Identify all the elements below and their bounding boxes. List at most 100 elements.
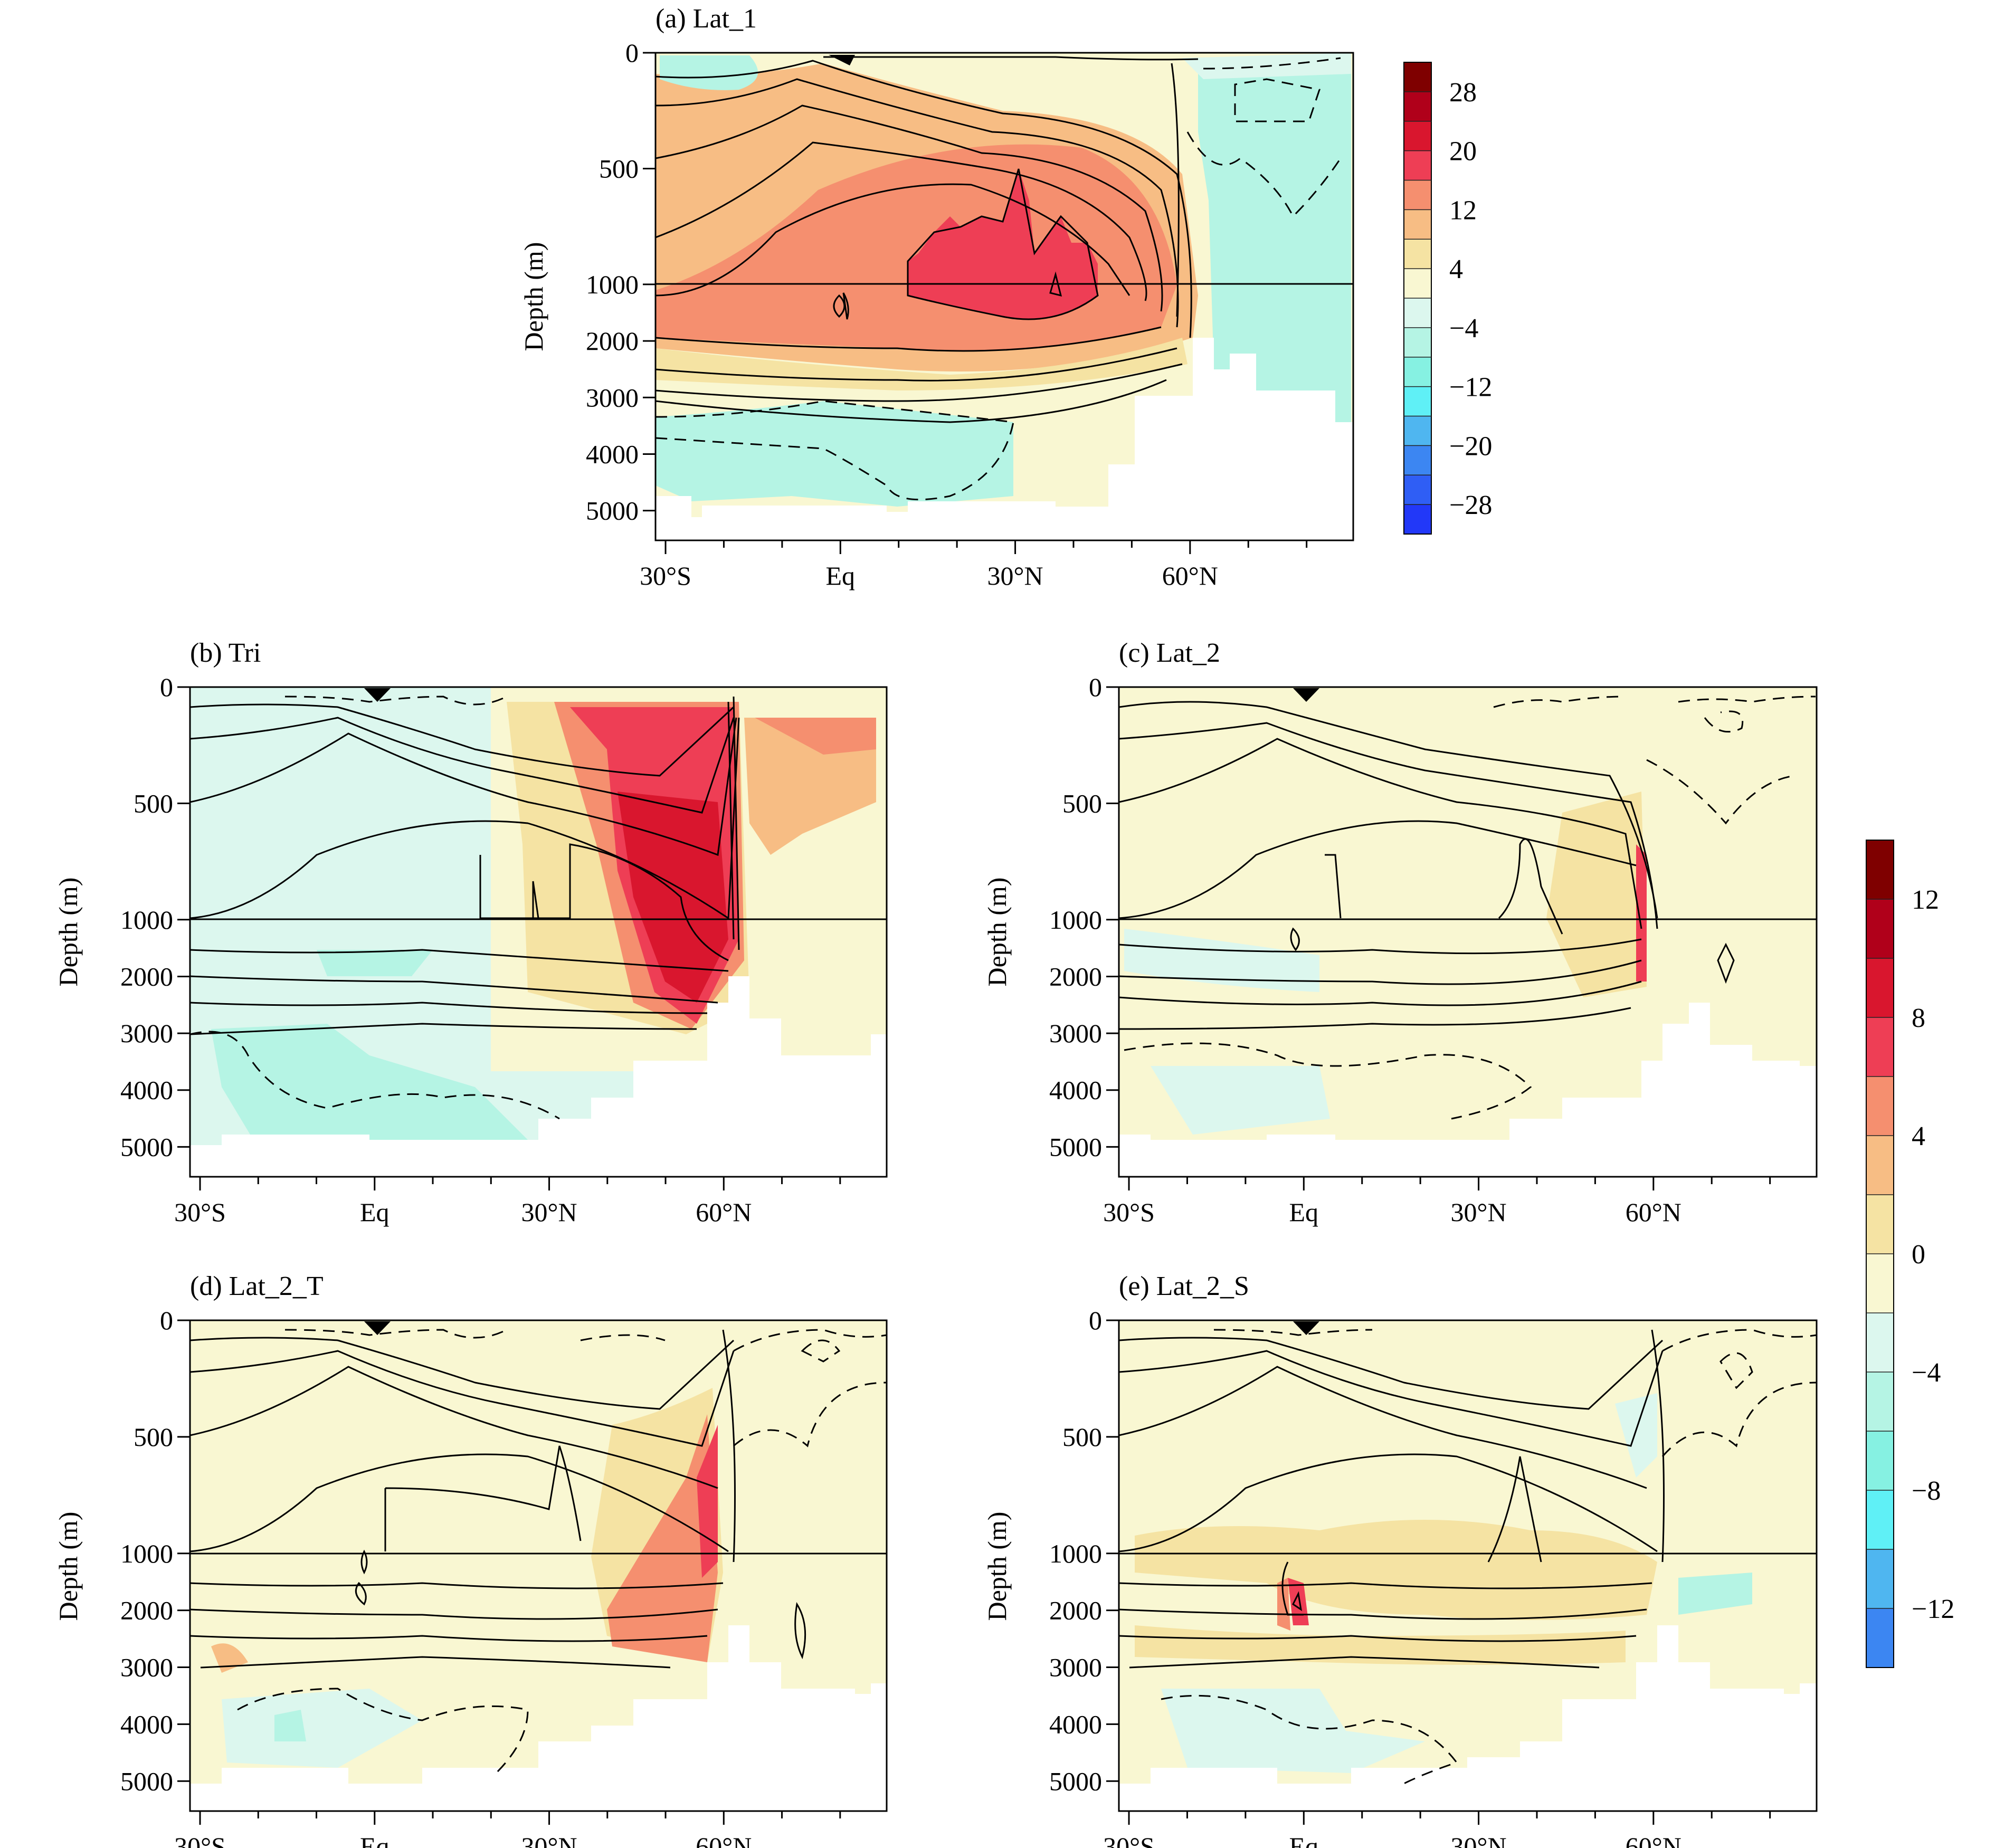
colorbar-label: −4 bbox=[1912, 1358, 1941, 1388]
colorbar-swatch bbox=[1404, 269, 1431, 299]
y-tick-label: 500 bbox=[1062, 788, 1102, 818]
field-e-cyan bbox=[1161, 1689, 1425, 1773]
colorbar-label: 0 bbox=[1912, 1240, 1925, 1270]
y-tick-label: 2000 bbox=[586, 326, 639, 356]
colorbar-swatch bbox=[1866, 1490, 1894, 1550]
colorbar-swatch bbox=[1866, 1254, 1894, 1313]
contours-b bbox=[190, 696, 740, 1035]
y-tick-label: 4000 bbox=[120, 1075, 173, 1105]
panel-d-title: (d) Lat_2_T bbox=[190, 1271, 324, 1301]
y-tick-label: 0 bbox=[625, 38, 639, 68]
y-tick-label: 1000 bbox=[1049, 1539, 1102, 1568]
colorbar-swatch bbox=[1404, 91, 1431, 122]
colorbar-swatch bbox=[1866, 840, 1894, 900]
y-tick-label: 3000 bbox=[1049, 1653, 1102, 1682]
x-tick-label: 30°N bbox=[987, 561, 1043, 590]
x-tick-label: Eq bbox=[1289, 1832, 1319, 1848]
contours-e-dashed bbox=[1161, 1329, 1817, 1785]
y-tick-label: 0 bbox=[1089, 1306, 1102, 1335]
colorbar-swatch bbox=[1404, 357, 1431, 387]
y-tick-label: 5000 bbox=[1049, 1132, 1102, 1161]
y-tick-label: 2000 bbox=[1049, 961, 1102, 991]
y-tick-label: 500 bbox=[134, 1422, 173, 1452]
panel-a: (a) Lat_1 bbox=[519, 4, 1354, 590]
colorbar-swatch bbox=[1404, 180, 1431, 210]
colorbar-swatch bbox=[1404, 504, 1431, 535]
field-c-cyan1 bbox=[1124, 929, 1319, 992]
colorbar-swatch bbox=[1866, 1077, 1894, 1136]
x-tick-label: 30°S bbox=[174, 1832, 226, 1848]
panel-e-field bbox=[1119, 1320, 1817, 1811]
field-b-deep-cyan bbox=[211, 1024, 528, 1150]
panel-c-title: (c) Lat_2 bbox=[1119, 638, 1220, 668]
x-tick-label: Eq bbox=[360, 1832, 390, 1848]
field-b-bathymetry bbox=[190, 976, 887, 1177]
panel-b-frame bbox=[189, 686, 888, 1178]
colorbar-label: 4 bbox=[1912, 1121, 1925, 1151]
panel-c-frame bbox=[1118, 686, 1818, 1178]
contours-c-dashed bbox=[1124, 696, 1816, 1120]
x-tick-label: 30°N bbox=[521, 1197, 577, 1227]
field-d-bathymetry bbox=[190, 1625, 887, 1811]
jet-a bbox=[829, 55, 855, 65]
y-tick-label: 500 bbox=[134, 788, 173, 818]
contours-e bbox=[1119, 1329, 1665, 1669]
colorbar-label: −28 bbox=[1449, 490, 1492, 520]
jet-e bbox=[1293, 1321, 1319, 1335]
field-a-topneg bbox=[660, 55, 758, 90]
colorbar-swatch bbox=[1404, 150, 1431, 180]
y-tick-label: 3000 bbox=[586, 383, 639, 412]
panel-b-field bbox=[190, 687, 887, 1177]
panel-a-frame bbox=[654, 52, 1354, 541]
colorbar-swatch bbox=[1404, 239, 1431, 269]
panel-b-title: (b) Tri bbox=[190, 638, 261, 668]
x-tick-label: 30°N bbox=[521, 1832, 577, 1848]
x-tick-label: Eq bbox=[826, 561, 856, 590]
field-d-cyan bbox=[222, 1689, 422, 1768]
colorbar-swatch bbox=[1866, 958, 1894, 1018]
field-e-yellow2 bbox=[1135, 1625, 1626, 1665]
x-tick-label: 30°S bbox=[1103, 1832, 1155, 1848]
colorbar-swatch bbox=[1404, 298, 1431, 328]
colorbar-swatch bbox=[1866, 1017, 1894, 1077]
x-tick-label: 30°S bbox=[174, 1197, 226, 1227]
colorbar-swatch bbox=[1404, 386, 1431, 416]
panel-e-ticks: 30°S Eq 30°N 60°N 0 500 1000 2000 3000 4000 5000 bbox=[1049, 1306, 1771, 1848]
field-e-cyan-east bbox=[1615, 1393, 1657, 1478]
y-tick-label: 4000 bbox=[120, 1709, 173, 1739]
field-e-yellow bbox=[1135, 1520, 1657, 1620]
y-tick-label: 3000 bbox=[120, 1018, 173, 1048]
colorbar-label: −20 bbox=[1449, 431, 1492, 461]
colorbar-label: −12 bbox=[1449, 373, 1492, 403]
x-tick-label: 60°N bbox=[696, 1832, 752, 1848]
colorbar-2: 12 8 4 0 −4 −8 −12 bbox=[1866, 840, 1954, 1668]
y-tick-label: 4000 bbox=[1049, 1075, 1102, 1105]
field-e-red bbox=[1288, 1578, 1309, 1625]
y-tick-label: 3000 bbox=[1049, 1018, 1102, 1048]
panel-e-title: (e) Lat_2_S bbox=[1119, 1271, 1249, 1301]
contours-c bbox=[1119, 701, 1735, 1030]
field-c-bathymetry bbox=[1119, 1003, 1817, 1177]
y-tick-label: 2000 bbox=[1049, 1596, 1102, 1625]
colorbar-swatch bbox=[1404, 445, 1431, 475]
y-tick-label: 2000 bbox=[120, 961, 173, 991]
colorbar-label: 12 bbox=[1912, 885, 1939, 915]
field-a-north-neg bbox=[1198, 69, 1351, 422]
y-tick-label: 2000 bbox=[120, 1596, 173, 1625]
colorbar-label: 4 bbox=[1449, 254, 1463, 284]
colorbar-swatch bbox=[1404, 62, 1431, 92]
y-tick-label: 5000 bbox=[586, 496, 639, 526]
field-d-salmon bbox=[607, 1414, 718, 1662]
field-b-red2 bbox=[618, 792, 728, 1003]
panel-e-ylabel: Depth (m) bbox=[982, 1512, 1012, 1621]
x-tick-label: Eq bbox=[360, 1197, 390, 1227]
panel-b-ticks: 30°S Eq 30°N 60°N 0 500 1000 2000 3000 4000 5000 bbox=[120, 672, 841, 1227]
colorbar-swatch bbox=[1866, 1608, 1894, 1668]
colorbar-swatch bbox=[1404, 475, 1431, 505]
panel-e: (e) Lat_2_S bbox=[982, 1271, 1818, 1848]
y-tick-label: 3000 bbox=[120, 1653, 173, 1682]
colorbar-label: 12 bbox=[1449, 195, 1477, 225]
panel-a-field bbox=[656, 53, 1353, 540]
field-a-red bbox=[908, 169, 1098, 319]
